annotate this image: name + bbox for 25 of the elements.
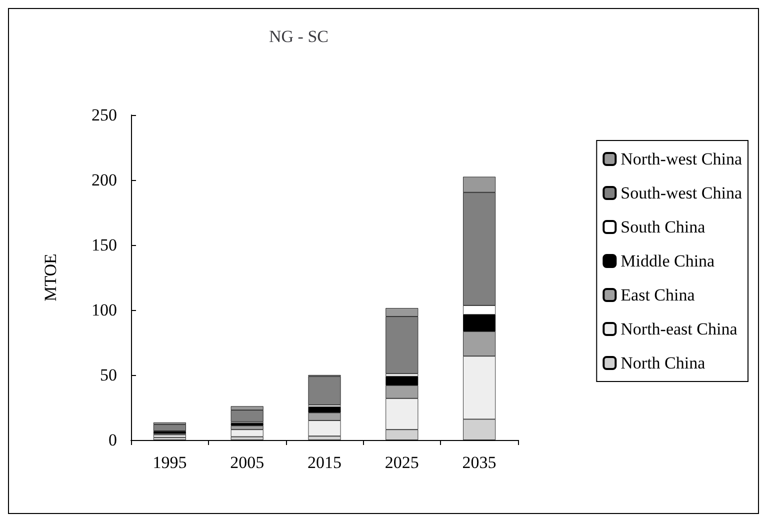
y-tick-label: 100 xyxy=(92,300,117,320)
y-axis-title: MTOE xyxy=(41,254,60,302)
legend-label: North China xyxy=(620,354,706,372)
bar xyxy=(153,434,186,438)
legend-label: North-east China xyxy=(620,320,738,338)
legend-label: South-west China xyxy=(620,184,742,202)
y-tick-label: 250 xyxy=(92,106,117,124)
legend-label: South China xyxy=(620,218,706,236)
legend-label: North-west China xyxy=(620,150,742,168)
y-tick-label: 150 xyxy=(92,236,117,254)
x-tick-label: 2005 xyxy=(230,453,264,472)
bar xyxy=(153,424,186,431)
x-tick-label: 2025 xyxy=(384,453,419,472)
y-tick-label: 200 xyxy=(92,170,117,190)
x-tick-label: 1995 xyxy=(152,453,187,472)
legend-label: Middle China xyxy=(620,252,716,270)
y-tick-label: 50 xyxy=(100,366,117,384)
bar xyxy=(230,410,264,422)
bar xyxy=(308,376,341,405)
legend-label: East China xyxy=(620,286,696,304)
bar xyxy=(230,430,264,437)
x-tick-label: 2035 xyxy=(462,453,496,472)
y-tick-label: 0 xyxy=(108,430,117,450)
x-tick-label: 2015 xyxy=(308,453,342,472)
chart-title: NG - SC xyxy=(269,27,329,46)
